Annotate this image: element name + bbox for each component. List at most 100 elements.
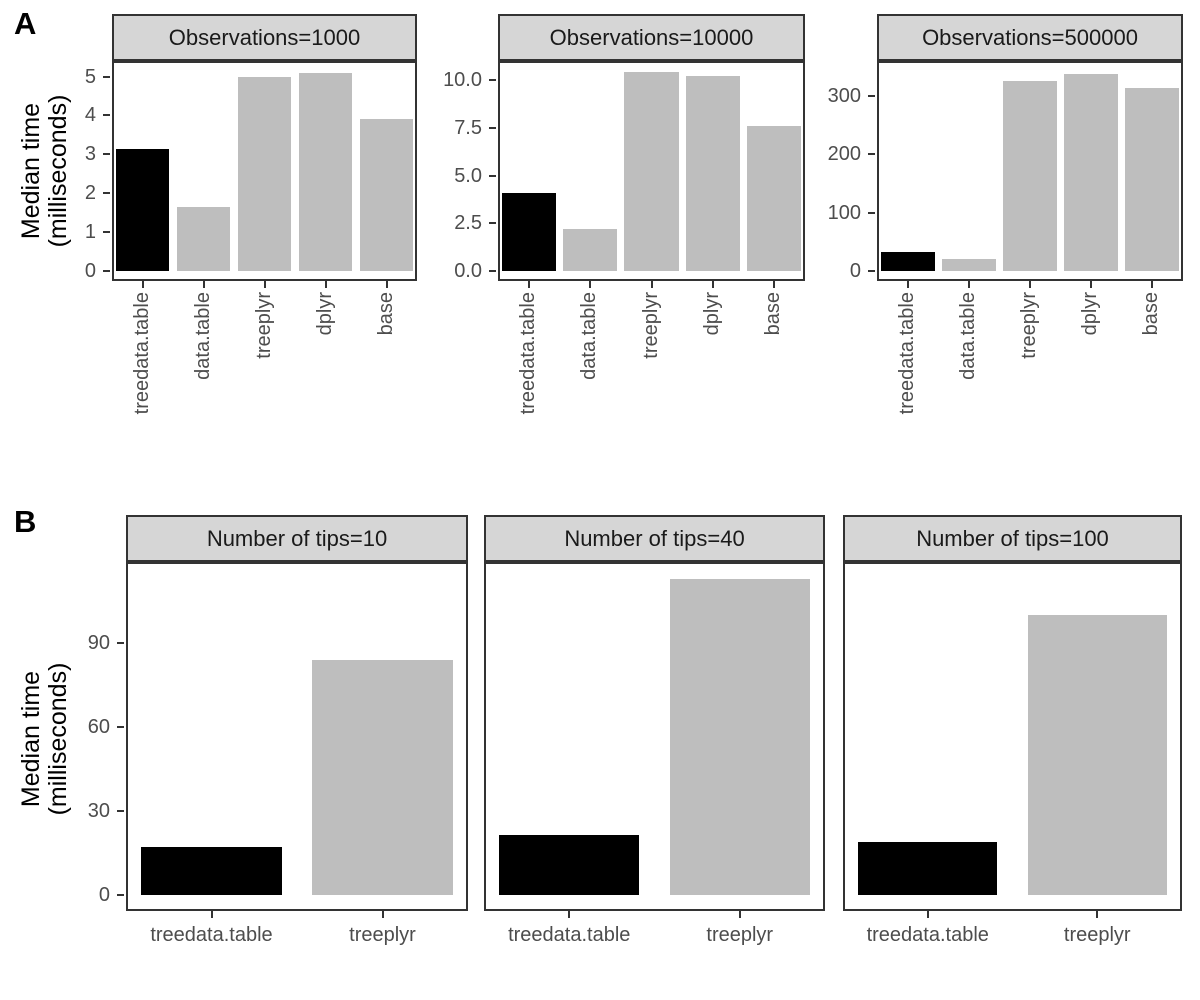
x-tick-label: treeplyr: [349, 924, 416, 946]
y-tick-label: 10.0: [443, 69, 482, 92]
x-tick-label: base: [1140, 292, 1163, 336]
y-tick-mark: [103, 231, 110, 234]
x-tick-label: treeplyr: [706, 924, 774, 946]
x-tick-label: data.table: [578, 292, 601, 380]
y-tick-mark: [103, 192, 110, 195]
bar-treedata-table: [115, 148, 170, 271]
x-tick-label: base: [374, 292, 397, 336]
x-tick-mark: [210, 911, 213, 918]
bar-data-table: [941, 258, 996, 271]
facet-title: Observations=10000: [549, 24, 754, 50]
y-tick-mark: [868, 153, 875, 156]
x-tick-label: treeplyr: [1018, 292, 1040, 359]
bar-treeplyr: [624, 72, 679, 271]
x-tick-mark: [711, 281, 714, 288]
x-tick-mark: [141, 281, 144, 288]
bar-dplyr: [685, 76, 740, 271]
x-tick-label: dplyr: [1079, 292, 1102, 336]
y-tick-label: 300: [827, 85, 861, 107]
y-tick-mark: [117, 726, 124, 729]
x-tick-label: dplyr: [313, 292, 336, 336]
facet-strip: Observations=1000: [112, 14, 417, 61]
x-tick-label: treeplyr: [639, 292, 662, 359]
x-tick-mark: [1090, 281, 1093, 288]
x-tick-mark: [1096, 911, 1099, 918]
y-tick-mark: [117, 810, 124, 813]
y-tick-mark: [868, 95, 875, 97]
x-tick-label: treedata.table: [130, 292, 153, 415]
y-tick-label: 5: [84, 65, 96, 88]
bar-treedata-table: [880, 251, 935, 271]
x-tick-label: treeplyr: [252, 292, 275, 359]
x-tick-mark: [650, 281, 653, 288]
y-axis-title-line: Median time: [17, 670, 45, 808]
facet-title: Observations=500000: [922, 24, 1138, 50]
y-tick-label: 2.5: [454, 212, 482, 235]
y-tick-label: 200: [827, 143, 861, 166]
facet-strip: Number of tips=10: [126, 515, 468, 562]
y-tick-mark: [489, 174, 496, 177]
x-tick-mark: [202, 281, 205, 288]
panel-b-label: B: [14, 504, 37, 539]
y-tick-mark: [868, 270, 875, 272]
y-tick-mark: [103, 114, 110, 117]
x-tick-mark: [926, 911, 929, 918]
facet-strip: Number of tips=100: [843, 515, 1182, 562]
y-tick-mark: [117, 642, 124, 645]
bar-treeplyr: [1003, 81, 1057, 271]
bar-treedata-table: [141, 847, 282, 895]
x-tick-mark: [1029, 281, 1031, 288]
x-tick-mark: [967, 281, 970, 288]
bar-treedata-table: [501, 192, 556, 271]
y-tick-label: 1: [84, 221, 96, 244]
y-axis-title-line: (milliseconds): [44, 662, 72, 816]
y-tick-mark: [489, 222, 496, 225]
bar-data-table: [176, 206, 231, 271]
x-tick-label: treedata.table: [895, 292, 918, 415]
bar-dplyr: [298, 72, 353, 271]
y-tick-mark: [117, 894, 124, 896]
y-tick-label: 0.0: [454, 260, 482, 282]
facet-strip: Observations=10000: [498, 14, 805, 61]
x-tick-mark: [381, 911, 384, 918]
facet-title: Observations=1000: [168, 24, 361, 50]
bar-base: [359, 119, 414, 271]
x-tick-mark: [568, 911, 571, 918]
y-tick-label: 5.0: [454, 164, 482, 187]
y-tick-label: 30: [87, 800, 110, 823]
facet-title: Number of tips=10: [206, 525, 388, 551]
y-tick-label: 100: [827, 201, 861, 224]
x-tick-mark: [385, 281, 388, 288]
y-tick-label: 2: [84, 182, 96, 205]
y-tick-mark: [868, 211, 875, 214]
x-tick-label: treedata.table: [516, 292, 539, 415]
y-tick-mark: [103, 75, 110, 78]
y-tick-label: 60: [87, 716, 110, 739]
y-tick-label: 0: [98, 884, 110, 906]
x-tick-label: dplyr: [700, 292, 723, 336]
x-tick-label: treeplyr: [1063, 924, 1131, 946]
y-tick-label: 90: [87, 632, 110, 655]
x-tick-mark: [906, 281, 909, 288]
y-tick-mark: [489, 126, 496, 129]
bar-treeplyr: [312, 659, 453, 895]
x-tick-mark: [738, 911, 741, 918]
y-tick-mark: [103, 153, 110, 156]
x-tick-label: treedata.table: [866, 924, 989, 946]
y-tick-label: 4: [84, 104, 96, 127]
x-tick-label: treedata.table: [150, 924, 273, 946]
facet-title: Number of tips=40: [564, 525, 745, 551]
y-tick-label: 7.5: [454, 116, 482, 139]
y-tick-mark: [489, 270, 496, 272]
x-tick-mark: [263, 281, 266, 288]
y-tick-mark: [103, 270, 110, 272]
bar-treeplyr: [237, 76, 292, 271]
x-tick-label: data.table: [956, 292, 979, 380]
x-tick-label: base: [762, 292, 785, 336]
bar-dplyr: [1064, 74, 1119, 271]
panel-b-y-axis-title: Median time (milliseconds): [17, 662, 72, 816]
bar-base: [747, 125, 802, 271]
x-tick-mark: [324, 281, 327, 288]
y-tick-label: 0: [84, 260, 96, 282]
